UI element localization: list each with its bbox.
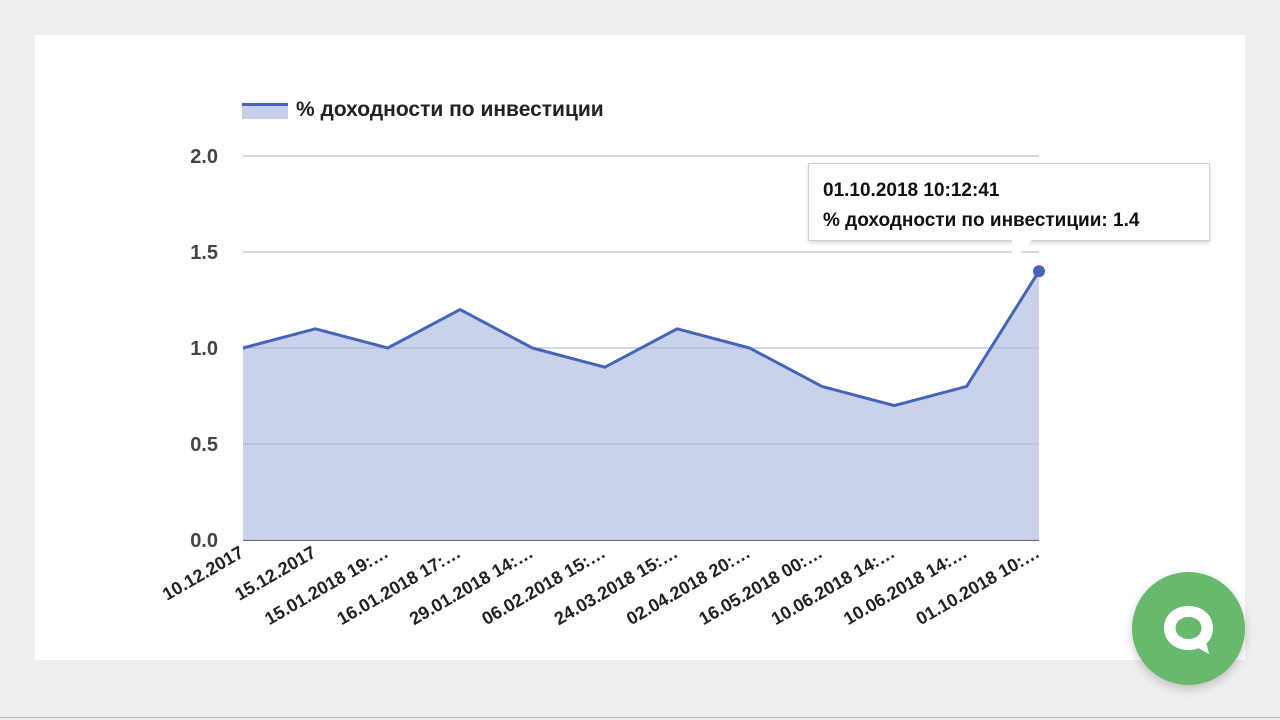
data-point[interactable]: [239, 344, 247, 352]
y-axis-ticks: 0.0 0.5 1.0 1.5 2.0: [190, 146, 218, 552]
data-point[interactable]: [528, 344, 536, 352]
chat-button[interactable]: [1132, 572, 1245, 685]
tooltip-date: 01.10.2018 10:12:41: [823, 180, 1000, 201]
legend-label: % доходности по инвестиции: [296, 98, 604, 121]
data-point[interactable]: [456, 306, 464, 314]
data-point-tooltip: 01.10.2018 10:12:41 % доходности по инве…: [808, 163, 1210, 241]
bottom-divider: [0, 717, 1280, 718]
data-point[interactable]: [746, 344, 754, 352]
legend[interactable]: % доходности по инвестиции: [242, 98, 604, 121]
data-point[interactable]: [311, 325, 319, 333]
x-tick-label: 01.10.2018 10:…: [913, 542, 1043, 629]
highlighted-data-point[interactable]: [1033, 265, 1045, 278]
y-tick-label: 1.5: [190, 242, 218, 264]
data-point[interactable]: [673, 325, 681, 333]
tooltip-value: % доходности по инвестиции: 1.4: [823, 210, 1140, 231]
data-point[interactable]: [818, 382, 826, 390]
data-point[interactable]: [601, 363, 609, 371]
x-tick-label: 24.03.2018 15:…: [551, 542, 681, 629]
tooltip-pointer: [1012, 240, 1032, 262]
x-tick-label: 29.01.2018 14:…: [406, 542, 536, 629]
series-line: [242, 270, 1041, 408]
x-tick-label: 02.04.2018 20:…: [623, 542, 753, 629]
data-point[interactable]: [890, 402, 898, 410]
x-tick-label: 06.02.2018 15:…: [478, 542, 608, 629]
data-point[interactable]: [384, 344, 392, 352]
legend-swatch: [242, 103, 288, 119]
x-tick-label: 15.01.2018 19:…: [261, 542, 391, 629]
y-tick-label: 0.0: [190, 530, 218, 552]
chat-bubble-icon: [1164, 606, 1213, 654]
x-tick-label: 10.06.2018 14:…: [840, 542, 970, 629]
x-tick-label: 16.05.2018 00:…: [695, 542, 825, 629]
y-tick-label: 1.0: [190, 338, 218, 360]
series-area-fill: [243, 271, 1039, 540]
legend-swatch-line: [242, 103, 288, 106]
x-tick-label: 10.06.2018 14:…: [768, 542, 898, 629]
x-tick-label: 16.01.2018 17:…: [334, 542, 464, 629]
y-tick-label: 2.0: [190, 146, 218, 168]
series-area: [239, 155, 1045, 540]
y-tick-label: 0.5: [190, 434, 218, 456]
data-point[interactable]: [963, 382, 971, 390]
